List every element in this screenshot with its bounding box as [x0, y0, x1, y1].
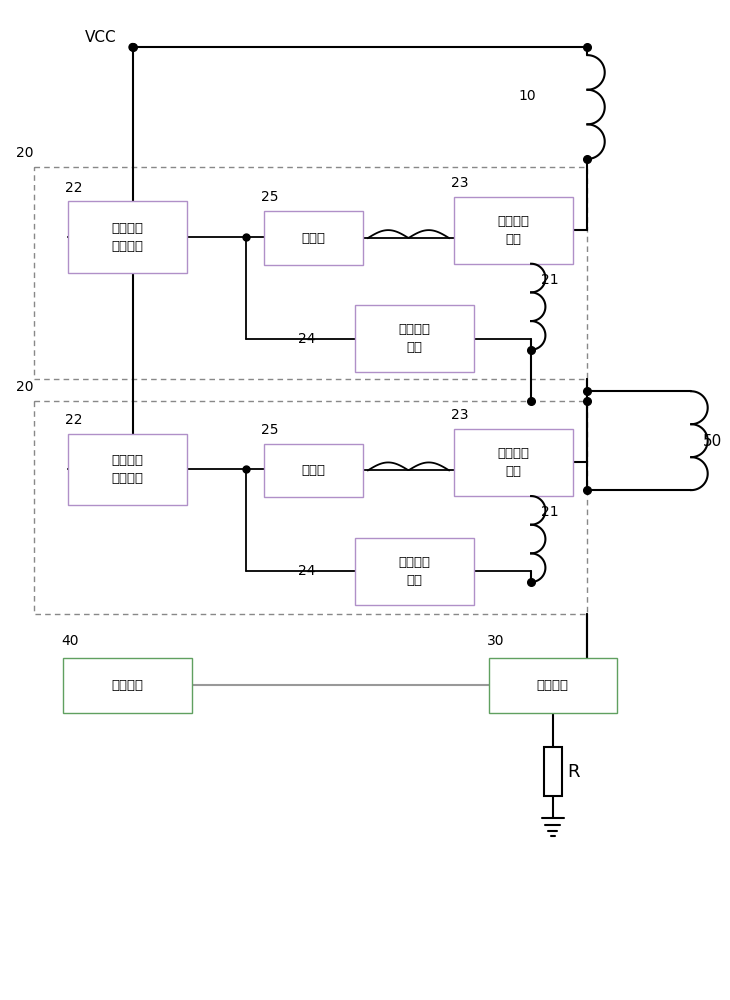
Text: 22: 22 [66, 181, 83, 195]
Text: 20: 20 [16, 380, 34, 394]
Bar [488, 658, 617, 713]
Text: R: R [568, 763, 580, 781]
Text: 50: 50 [703, 434, 723, 449]
Text: 21: 21 [541, 272, 558, 286]
Bar [454, 429, 572, 496]
Text: 24: 24 [298, 564, 315, 578]
Text: 40: 40 [61, 634, 79, 648]
Text: 21: 21 [541, 505, 558, 519]
Bar [264, 211, 363, 265]
Text: 反相器: 反相器 [301, 464, 326, 477]
Text: VCC: VCC [85, 30, 117, 45]
Text: 第二电子
开关: 第二电子 开关 [399, 323, 431, 354]
Text: 25: 25 [261, 190, 279, 204]
Text: 第一电子
开关: 第一电子 开关 [497, 447, 529, 478]
Text: 反相器: 反相器 [301, 232, 326, 245]
Text: 控制芯片: 控制芯片 [112, 679, 144, 692]
Text: 24: 24 [298, 332, 315, 346]
Bar [454, 197, 572, 264]
Text: 电压检测
驱动模块: 电压检测 驱动模块 [112, 222, 144, 253]
Text: 23: 23 [451, 408, 469, 422]
Text: 驱动开关: 驱动开关 [537, 679, 569, 692]
Text: 23: 23 [451, 176, 469, 190]
Bar [69, 201, 187, 273]
Text: 电压检测
驱动模块: 电压检测 驱动模块 [112, 454, 144, 485]
Text: 22: 22 [66, 413, 83, 427]
Bar [544, 747, 561, 796]
Text: 第二电子
开关: 第二电子 开关 [399, 556, 431, 587]
Bar [64, 658, 192, 713]
Text: 第一电子
开关: 第一电子 开关 [497, 215, 529, 246]
Text: 30: 30 [487, 634, 504, 648]
Bar [34, 167, 588, 379]
Bar [264, 444, 363, 497]
Text: 10: 10 [518, 89, 536, 103]
Bar [355, 538, 474, 605]
Bar [34, 401, 588, 614]
Bar [69, 434, 187, 505]
Text: 25: 25 [261, 423, 279, 437]
Text: 20: 20 [16, 146, 34, 160]
Bar [355, 305, 474, 372]
